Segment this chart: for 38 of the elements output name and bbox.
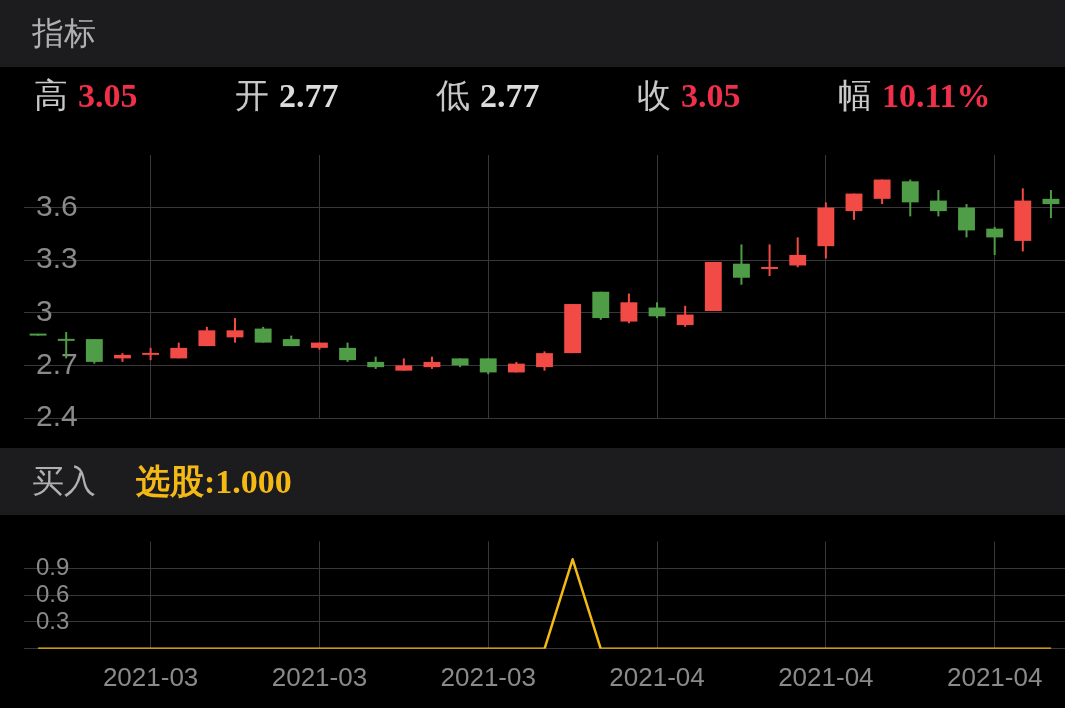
y-tick-label: 0.6: [36, 579, 70, 607]
text: 收 3.05: [637, 76, 741, 114]
chart-title: 指标: [32, 13, 96, 53]
candlestick: [845, 192, 863, 221]
y-tick-label: 0.3: [36, 606, 70, 634]
x-tick-label: 2021-03: [440, 661, 536, 692]
candlestick: [226, 317, 244, 344]
text: 开 2.77: [235, 76, 339, 114]
text: 低 2.77: [436, 76, 540, 114]
candlestick: [339, 341, 356, 363]
text: 高 3.05: [34, 76, 138, 114]
candlestick: [901, 178, 919, 218]
candlestick: [620, 292, 638, 325]
x-tick-label: 2021-03: [271, 661, 368, 692]
text: 幅 10.11%: [838, 76, 991, 114]
candlestick: [85, 338, 103, 365]
candlestick: [873, 178, 891, 206]
y-tick-label: 2.4: [36, 399, 78, 433]
candlestick: [761, 243, 779, 277]
candlestick: [676, 304, 694, 328]
y-tick-label: 3.6: [36, 188, 78, 222]
candlestick: [958, 203, 975, 239]
text: 选股:1.000: [136, 461, 292, 502]
candlestick: [986, 225, 1004, 256]
y-tick-label: 3: [36, 294, 53, 328]
y-tick-label: 0.9: [36, 552, 70, 580]
candlestick: [929, 189, 947, 218]
y-tick-label: 2.7: [36, 346, 78, 380]
candlestick: [733, 243, 750, 286]
chart-title: 买入: [32, 461, 96, 501]
x-tick-label: 2021-04: [946, 661, 1043, 692]
candlestick: [789, 236, 807, 269]
y-tick-label: 3.3: [36, 241, 78, 275]
x-tick-label: 2021-03: [102, 661, 199, 692]
x-tick-label: 2021-04: [609, 661, 705, 692]
candlestick: [536, 350, 553, 372]
x-tick-label: 2021-04: [778, 661, 874, 692]
candlestick: [1042, 189, 1060, 220]
